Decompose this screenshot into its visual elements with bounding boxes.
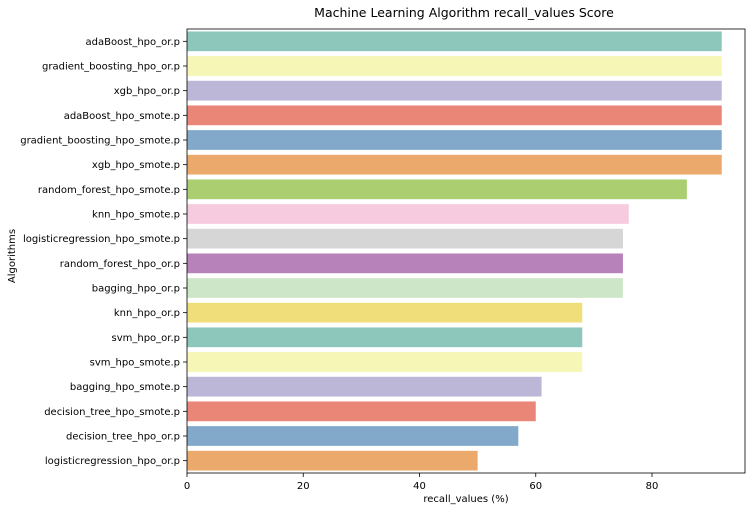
- bar-5: [187, 154, 722, 175]
- bar-9: [187, 253, 623, 274]
- x-tick-label: 80: [646, 481, 659, 492]
- y-tick-label: random_forest_hpo_or.p: [60, 259, 180, 270]
- x-axis-label: recall_values (%): [423, 494, 508, 505]
- bar-17: [187, 450, 478, 471]
- y-tick-label: adaBoost_hpo_smote.p: [64, 111, 180, 122]
- y-tick-label: knn_hpo_or.p: [114, 308, 180, 319]
- x-tick-label: 40: [413, 481, 426, 492]
- bar-16: [187, 426, 519, 446]
- x-ticks-group: 0 20 40 60 80: [184, 473, 659, 492]
- bar-14: [187, 376, 542, 397]
- y-tick-label: random_forest_hpo_smote.p: [38, 185, 180, 196]
- bar-4: [187, 130, 722, 150]
- y-ticks-group: adaBoost_hpo_or.p gradient_boosting_hpo_o…: [20, 37, 187, 467]
- bar-8: [187, 228, 623, 249]
- bar-15: [187, 401, 536, 422]
- bar-12: [187, 327, 583, 348]
- bar-13: [187, 352, 583, 372]
- x-tick-label: 60: [529, 481, 542, 492]
- bar-7: [187, 204, 629, 224]
- y-tick-label: svm_hpo_smote.p: [90, 358, 180, 369]
- y-tick-label: decision_tree_hpo_or.p: [66, 432, 180, 443]
- bars-group: [187, 31, 722, 471]
- y-tick-label: xgb_hpo_smote.p: [92, 160, 180, 171]
- bar-3: [187, 105, 722, 126]
- y-tick-label: gradient_boosting_hpo_or.p: [42, 62, 180, 73]
- y-tick-label: logisticregression_hpo_smote.p: [23, 234, 180, 245]
- x-tick-label: 0: [184, 481, 190, 492]
- bar-2: [187, 80, 722, 101]
- bar-0: [187, 31, 722, 52]
- y-tick-label: knn_hpo_smote.p: [92, 210, 180, 221]
- y-tick-label: bagging_hpo_or.p: [92, 284, 180, 295]
- bar-6: [187, 179, 687, 200]
- y-tick-label: logisticregression_hpo_or.p: [45, 456, 180, 467]
- y-tick-label: svm_hpo_or.p: [111, 333, 180, 344]
- y-tick-label: decision_tree_hpo_smote.p: [44, 407, 180, 418]
- chart-title: Machine Learning Algorithm recall_values…: [314, 5, 614, 20]
- bar-10: [187, 278, 623, 298]
- bar-11: [187, 302, 583, 323]
- bar-1: [187, 56, 722, 76]
- y-tick-label: xgb_hpo_or.p: [114, 86, 180, 97]
- x-tick-label: 20: [297, 481, 310, 492]
- plot-frame: [186, 28, 746, 474]
- y-tick-label: gradient_boosting_hpo_smote.p: [20, 136, 180, 147]
- y-tick-label: bagging_hpo_smote.p: [70, 382, 180, 393]
- y-tick-label: adaBoost_hpo_or.p: [86, 37, 180, 48]
- y-axis-label: Algorithms: [7, 229, 18, 283]
